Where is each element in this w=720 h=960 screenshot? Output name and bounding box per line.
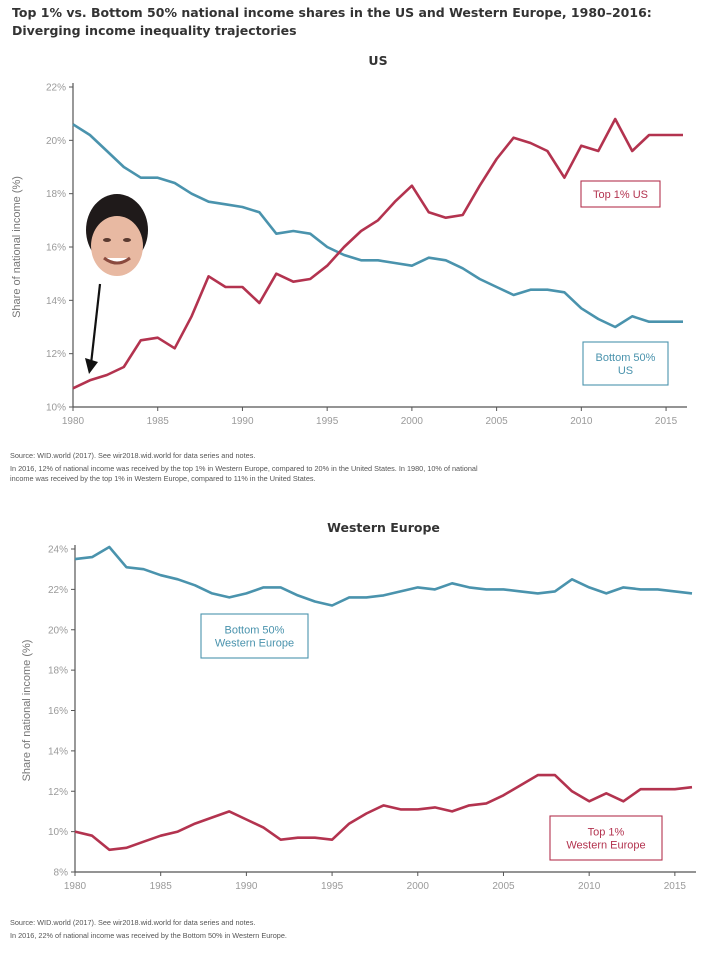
eu-y-tick-label: 24% [48, 545, 68, 556]
eu-chart-title: Western Europe [327, 520, 440, 535]
eu-notes: Source: WID.world (2017). See wir2018.wi… [10, 918, 710, 941]
eu-y-tick-label: 14% [48, 746, 68, 757]
us-source-note: Source: WID.world (2017). See wir2018.wi… [10, 451, 256, 460]
eu-y-tick-label: 22% [48, 585, 68, 596]
eu-x-tick-label: 1980 [64, 881, 87, 892]
us-y-tick-label: 10% [46, 403, 66, 414]
us-note-line-1: In 2016, 12% of national income was rece… [10, 464, 478, 473]
eu-y-tick-label: 16% [48, 706, 68, 717]
series-line-bottom-50-western-europe [74, 545, 693, 607]
us-chart-title: US [368, 53, 387, 68]
us-x-tick-label: 2000 [401, 416, 424, 427]
us-y-tick-label: 18% [46, 189, 66, 200]
figure-title: Top 1% vs. Bottom 50% national income sh… [12, 4, 712, 40]
reagan-portrait-icon [86, 194, 148, 276]
eu-y-axis-label: Share of national income (%) [21, 640, 33, 782]
eu-source-note: Source: WID.world (2017). See wir2018.wi… [10, 918, 256, 927]
western-europe-income-chart: Western Europe 8% 10% 12% 14% 16% 18% 20% 22% 24%… [21, 520, 696, 892]
series-line-top-1-us [72, 117, 683, 390]
us-x-tick-label: 1980 [62, 416, 85, 427]
smile [103, 256, 131, 265]
us-y-tick-label: 14% [46, 296, 66, 307]
us-x-tick-label: 2015 [655, 416, 678, 427]
eu-y-tick-label: 18% [48, 666, 68, 677]
series-label-bottom-50-us: US [618, 365, 633, 377]
figure-title-line-1: Top 1% vs. Bottom 50% national income sh… [12, 5, 652, 20]
eu-y-tick-label: 20% [48, 625, 68, 636]
figure-title-line-2: Diverging income inequality trajectories [12, 23, 297, 38]
us-y-axis-label: Share of national income (%) [11, 176, 23, 318]
series-label-top-1-western-europe: Top 1% [588, 827, 625, 839]
us-income-chart: US 10% 12% 14% 16% 18% 20% 22% 1980 1985 1990 1995 2… [11, 53, 687, 427]
us-note-line-2: income was received by the top 1% in Wes… [10, 474, 316, 483]
series-label-top-1-western-europe: Western Europe [566, 840, 645, 852]
series-label-box-top-1-western-europe [549, 815, 663, 861]
us-x-tick-label: 1990 [231, 416, 254, 427]
series-label-box-bottom-50-us [582, 341, 669, 386]
eye-left [103, 238, 111, 242]
series-label-box-top-1-us [580, 180, 661, 208]
us-x-tick-label: 2010 [570, 416, 593, 427]
us-x-tick-label: 1995 [316, 416, 339, 427]
eu-x-tick-label: 2015 [664, 881, 687, 892]
us-y-tick-label: 22% [46, 83, 66, 94]
eu-note-line-1: In 2016, 22% of national income was rece… [10, 931, 287, 940]
series-line-bottom-50-us [72, 123, 683, 329]
us-y-tick-label: 16% [46, 243, 66, 254]
us-notes: Source: WID.world (2017). See wir2018.wi… [10, 451, 710, 484]
eye-right [123, 238, 131, 242]
us-y-tick-label: 12% [46, 349, 66, 360]
eu-x-tick-label: 2005 [492, 881, 515, 892]
eu-y-tick-label: 10% [48, 827, 68, 838]
series-label-bottom-50-western-europe: Western Europe [215, 638, 294, 650]
us-x-tick-label: 1985 [147, 416, 170, 427]
series-label-box-bottom-50-western-europe [200, 613, 309, 659]
eu-y-tick-label: 12% [48, 787, 68, 798]
series-label-top-1-us: Top 1% US [593, 189, 648, 201]
face-shape [91, 216, 143, 276]
us-y-tick-label: 20% [46, 136, 66, 147]
eu-x-tick-label: 1995 [321, 881, 344, 892]
series-label-bottom-50-us: Bottom 50% [596, 352, 656, 364]
eu-x-tick-label: 1990 [235, 881, 258, 892]
series-label-bottom-50-western-europe: Bottom 50% [225, 625, 285, 637]
eu-x-tick-label: 2000 [407, 881, 430, 892]
series-line-top-1-western-europe [74, 773, 693, 852]
eu-y-tick-label: 8% [54, 868, 69, 879]
eu-x-tick-label: 1985 [150, 881, 173, 892]
us-x-tick-label: 2005 [485, 416, 508, 427]
eu-x-tick-label: 2010 [578, 881, 601, 892]
down-arrow-icon [85, 283, 102, 374]
